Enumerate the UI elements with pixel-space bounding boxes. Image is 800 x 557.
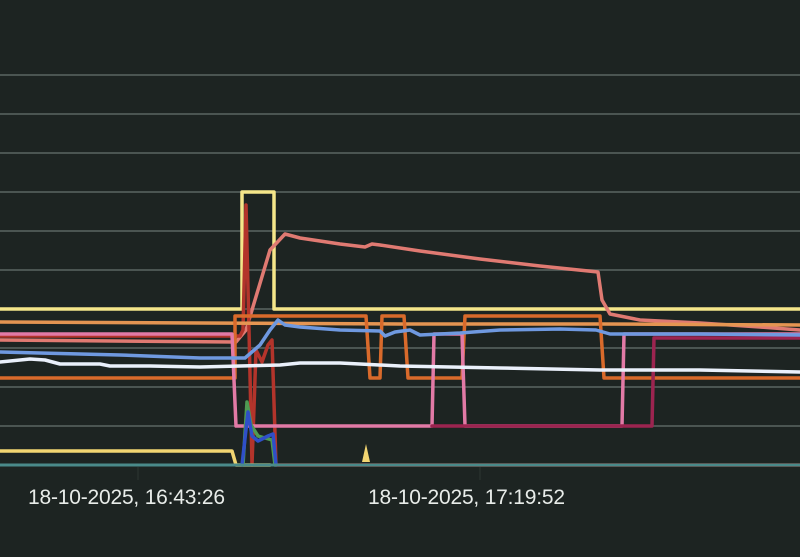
gridlines — [0, 74, 800, 427]
series-orange-light — [0, 320, 800, 327]
x-axis-ticks — [137, 467, 481, 480]
series-yellow-low — [0, 449, 272, 467]
series-blue-line — [0, 318, 800, 360]
series-blue-dark-spike — [240, 410, 278, 467]
series-maroon-step — [430, 336, 800, 428]
data-series — [0, 190, 800, 467]
series-orange-step — [0, 314, 800, 380]
x-tick-label-1: 18-10-2025, 16:43:26 — [28, 486, 225, 509]
series-salmon-decay — [0, 232, 800, 344]
x-tick-label-2: 18-10-2025, 17:19:52 — [368, 486, 565, 509]
series-yellow-step — [0, 190, 800, 311]
series-dark-red-spike — [0, 203, 800, 467]
series-yellow-blip — [362, 444, 370, 462]
series-white-line — [0, 357, 800, 374]
